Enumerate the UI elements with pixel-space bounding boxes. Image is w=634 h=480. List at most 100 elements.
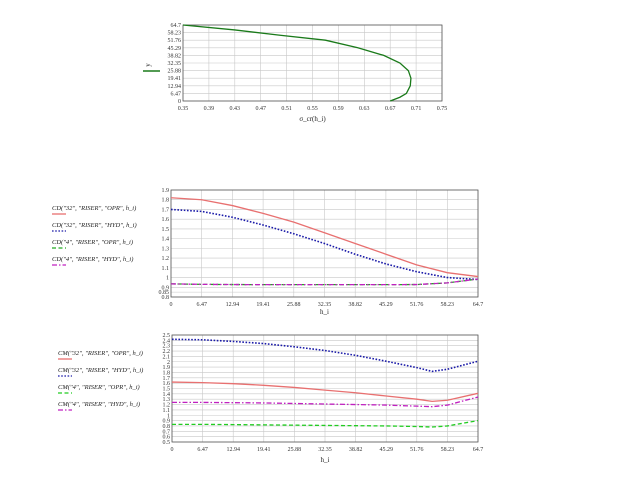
y-tick-label: 0.8 (163, 424, 171, 430)
series-line-1 (182, 24, 412, 102)
y-tick-label: 1 (166, 276, 169, 282)
y-tick-label: 0.5 (163, 440, 171, 446)
series-line-4 (170, 278, 479, 286)
series-line-1 (171, 381, 479, 402)
y-tick-label: 1.8 (163, 370, 171, 376)
x-tick-label: 0.51 (281, 106, 292, 112)
y-tick-label: 0.85 (159, 290, 170, 296)
y-axis-label: y (144, 63, 152, 67)
chart-1: 0.35 0.39 0.43 0.47 0.51 0.55 0.59 0.63 0.67 0.71… (143, 23, 447, 123)
legend-label: CD("4", "RISER", "OPR", h_i) (52, 239, 133, 246)
y-tick-label: 1.1 (163, 408, 171, 414)
y-tick-label: 2.5 (163, 333, 171, 339)
y-tick-label: 1.5 (163, 387, 171, 393)
x-tick-label: 0.71 (411, 106, 422, 112)
x-tick-label: 12.94 (226, 302, 240, 308)
y-tick-label: 1.9 (162, 188, 170, 194)
x-tick-label: 0 (170, 302, 173, 308)
x-tick-label: 0.59 (333, 106, 344, 112)
x-tick-label: 0 (171, 447, 174, 453)
y-tick-label: 1.3 (162, 246, 170, 252)
x-tick-label: 51.76 (410, 447, 424, 453)
y-tick-label: 19.41 (168, 76, 182, 82)
y-tick-label: 0.9 (163, 419, 171, 425)
plot-frame (171, 334, 479, 443)
legend-label: CD("32", "RISER", "OPR", h_i) (52, 205, 136, 212)
y-tick-label: 2.3 (163, 344, 171, 350)
y-tick-label: 25.88 (168, 69, 182, 75)
y-tick-label: 32.35 (168, 61, 182, 67)
x-tick-label: 6.47 (196, 302, 207, 308)
y-tick-label: 1.2 (163, 403, 171, 409)
x-tick-label: 45.29 (379, 447, 393, 453)
y-tick-label: 1.7 (163, 376, 171, 382)
x-tick-label: 19.41 (257, 447, 271, 453)
legend-label: CM("4", "RISER", "OPR", h_i) (58, 384, 140, 391)
y-tick-label: 1.7 (162, 207, 170, 213)
x-tick-label: 12.94 (226, 447, 240, 453)
y-tick-label: 1 (167, 413, 170, 419)
series-line-3 (172, 419, 479, 428)
x-tick-label: 38.82 (348, 302, 362, 308)
x-tick-label: 0.43 (230, 106, 241, 112)
x-axis-label: h_i (320, 308, 329, 316)
x-axis-label: h_i (321, 456, 330, 464)
series-line-1 (170, 197, 479, 278)
y-tick-label: 2 (167, 360, 170, 366)
y-tick-label: 2.1 (163, 354, 171, 360)
x-tick-label: 32.35 (318, 302, 332, 308)
legend-label: CD("4", "RISER", "HYD", h_i) (52, 256, 133, 263)
y-tick-label: 45.29 (168, 46, 182, 52)
legend-label: CM("32", "RISER", "HYD", h_i) (58, 367, 143, 374)
y-tick-label: 1.8 (162, 198, 170, 204)
x-tick-label: 45.29 (379, 302, 393, 308)
legend-label: CM("4", "RISER", "HYD", h_i) (58, 401, 140, 408)
y-tick-label: 0.8 (162, 295, 170, 301)
y-tick-label: 12.94 (168, 84, 182, 90)
y-tick-label: 1.9 (163, 365, 171, 371)
x-tick-label: 0.39 (204, 106, 215, 112)
y-tick-label: 1.3 (163, 397, 171, 403)
x-tick-label: 0.67 (385, 106, 396, 112)
y-tick-label: 0.7 (163, 429, 171, 435)
x-tick-label: 64.7 (473, 447, 484, 453)
y-tick-label: 64.7 (171, 23, 182, 29)
x-tick-label: 58.23 (441, 302, 455, 308)
chart-2: 0 6.47 12.94 19.41 25.88 32.35 38.82 45.29 51.76… (52, 188, 483, 316)
x-axis-label: σ_cr(h_i) (299, 115, 326, 123)
y-tick-label: 1.5 (162, 227, 170, 233)
series-line-2 (170, 208, 479, 281)
x-tick-label: 0.63 (359, 106, 370, 112)
y-tick-label: 1.2 (162, 256, 170, 262)
y-tick-label: 38.82 (168, 53, 182, 59)
x-tick-label: 58.23 (441, 447, 455, 453)
y-tick-label: 1.4 (162, 237, 170, 243)
x-tick-label: 25.88 (288, 447, 302, 453)
chart-3: 0 6.47 12.94 19.41 25.88 32.35 38.82 45.29 51.76… (58, 333, 483, 464)
x-tick-label: 25.88 (287, 302, 301, 308)
y-tick-label: 0.9 (162, 285, 170, 291)
plot-frame (170, 189, 479, 298)
series-line-4 (172, 396, 479, 408)
x-tick-label: 0.47 (255, 106, 266, 112)
x-tick-label: 64.7 (473, 302, 484, 308)
x-tick-label: 6.47 (197, 447, 208, 453)
legend-label: CD("32", "RISER", "HYD", h_i) (52, 222, 137, 229)
plot-frame (182, 24, 443, 102)
y-tick-label: 51.76 (168, 38, 182, 44)
x-tick-label: 51.76 (410, 302, 424, 308)
y-tick-label: 1.6 (162, 217, 170, 223)
y-tick-label: 0 (178, 99, 181, 105)
y-tick-label: 2.4 (163, 338, 171, 344)
y-tick-label: 58.23 (168, 31, 182, 37)
x-tick-label: 32.35 (318, 447, 332, 453)
y-tick-label: 2.2 (163, 349, 171, 355)
y-tick-label: 6.47 (171, 91, 182, 97)
y-tick-label: 1.4 (163, 392, 171, 398)
x-tick-label: 0.75 (437, 106, 448, 112)
x-tick-label: 0.35 (178, 106, 189, 112)
x-tick-label: 19.41 (256, 302, 270, 308)
y-tick-label: 1.6 (163, 381, 171, 387)
y-tick-label: 0.6 (163, 435, 171, 441)
